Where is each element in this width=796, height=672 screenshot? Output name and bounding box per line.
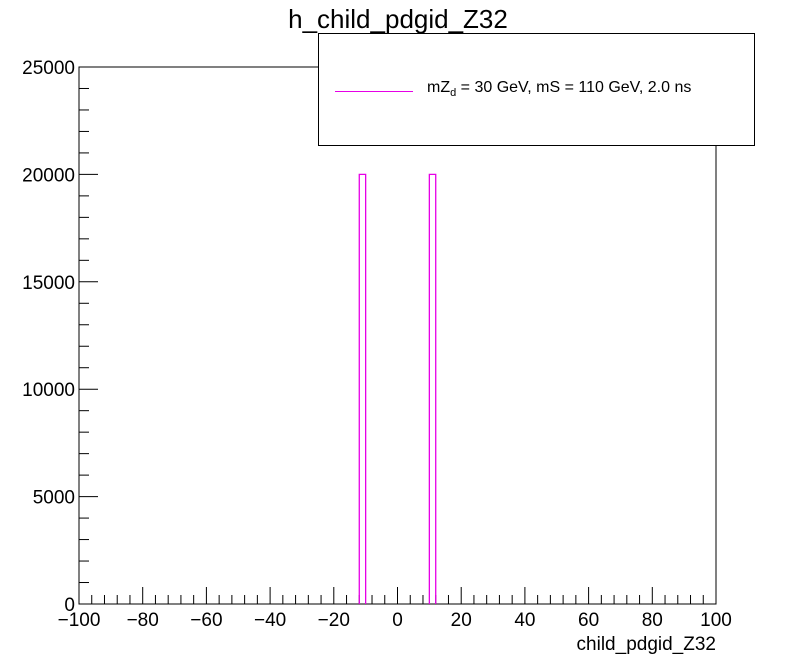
x-tick-label: −100 <box>58 610 101 631</box>
y-tick-label: 15000 <box>22 273 75 294</box>
x-tick-label: −80 <box>127 610 159 631</box>
legend-line-swatch <box>335 91 413 92</box>
x-tick-label: 60 <box>578 610 599 631</box>
legend: mZd = 30 GeV, mS = 110 GeV, 2.0 ns <box>318 33 755 146</box>
x-tick-label: −20 <box>318 610 350 631</box>
x-tick-label: 80 <box>642 610 663 631</box>
legend-label: mZd = 30 GeV, mS = 110 GeV, 2.0 ns <box>427 79 692 99</box>
histogram-bar <box>358 173 367 604</box>
x-tick-label: −60 <box>190 610 222 631</box>
x-axis-label: child_pdgid_Z32 <box>577 634 716 655</box>
y-tick-label: 20000 <box>22 165 75 186</box>
y-tick-label: 5000 <box>33 488 75 509</box>
plot-frame <box>78 66 717 605</box>
chart-title: h_child_pdgid_Z32 <box>288 4 508 34</box>
y-tick-label: 10000 <box>22 380 75 401</box>
y-tick-label: 0 <box>64 595 75 616</box>
histogram-bar <box>428 173 437 604</box>
y-tick-label: 25000 <box>22 58 75 79</box>
x-tick-label: 100 <box>700 610 732 631</box>
x-tick-label: 0 <box>392 610 403 631</box>
x-tick-label: −40 <box>254 610 286 631</box>
x-tick-label: 20 <box>451 610 472 631</box>
x-tick-label: 40 <box>514 610 535 631</box>
